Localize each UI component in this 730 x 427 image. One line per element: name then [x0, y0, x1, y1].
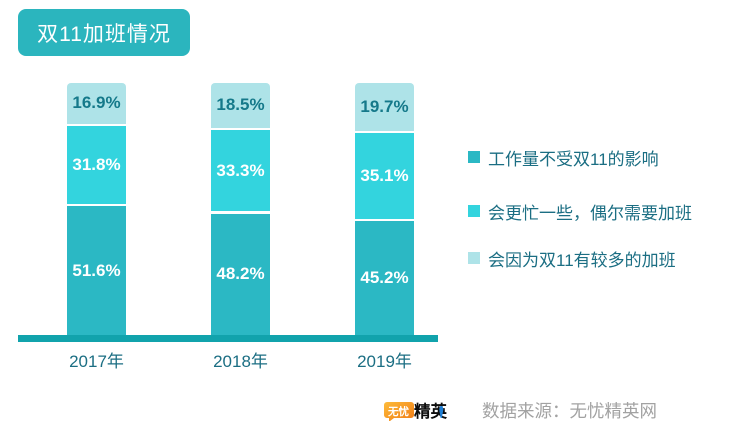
svg-text:无忧: 无忧 — [387, 405, 409, 418]
